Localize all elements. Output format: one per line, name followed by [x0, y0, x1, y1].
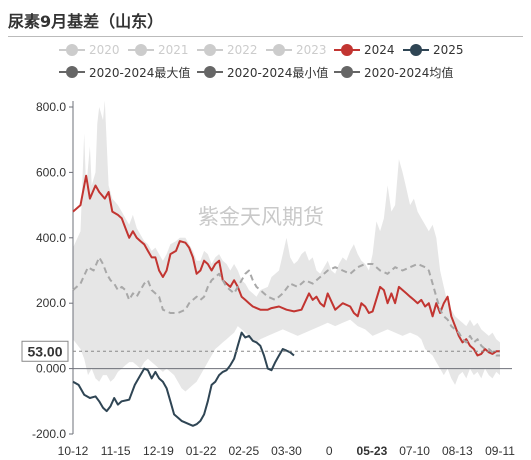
legend-item-2021[interactable]: 2021: [128, 41, 189, 59]
x-tick-label: 01-22: [186, 444, 217, 458]
y-tick-label: 0.000: [36, 362, 66, 376]
x-tick-label: 07-10: [399, 444, 430, 458]
y-tick-label: 600.0: [36, 165, 66, 179]
y-tick-label: -200.0: [32, 427, 66, 441]
legend-marker-icon: [197, 44, 223, 56]
legend-marker-icon: [403, 44, 429, 56]
x-tick-label: 11-15: [101, 444, 131, 458]
legend-marker-icon: [334, 66, 360, 78]
overlay-layer: 53.00: [21, 340, 500, 362]
y-tick-label: 400.0: [36, 231, 66, 245]
x-tick-label: 05-23: [357, 444, 388, 458]
legend-label: 2024: [364, 43, 395, 57]
legend-item-mean[interactable]: 2020-2024均值: [334, 63, 453, 81]
legend-item-2023[interactable]: 2023: [266, 41, 327, 59]
legend-marker-icon: [266, 44, 292, 56]
x-tick-label: 12-19: [143, 444, 174, 458]
x-tick-label: 08-13: [442, 444, 473, 458]
legend-label: 2020: [89, 43, 120, 57]
legend-label: 2025: [433, 43, 464, 57]
legend-item-2024[interactable]: 2024: [334, 41, 395, 59]
series-line-2025[interactable]: [72, 331, 295, 427]
legend-marker-icon: [197, 66, 223, 78]
legend-marker-icon: [128, 44, 154, 56]
x-tick-label: 0: [326, 444, 333, 458]
legend-item-2022[interactable]: 2022: [197, 41, 258, 59]
series-layer: [72, 174, 500, 427]
chart-title: 尿素9月基差（山东）: [8, 12, 164, 31]
legend-label: 2021: [158, 43, 189, 57]
band-layer: [73, 100, 500, 392]
series-line-2020-2024均值[interactable]: [72, 256, 500, 357]
legend-item-min[interactable]: 2020-2024最小值: [197, 63, 328, 81]
legend-marker-icon: [334, 44, 360, 56]
x-tick-label: 03-30: [271, 444, 302, 458]
legend-label: 2020-2024最小值: [227, 65, 329, 80]
max-min-band: [73, 100, 500, 392]
series-line-2024[interactable]: [72, 174, 500, 357]
legend-item-max[interactable]: 2020-2024最大值: [59, 63, 190, 81]
legend-marker-icon: [59, 66, 85, 78]
pointer-label-box: [21, 340, 69, 362]
legend-marker-icon: [59, 44, 85, 56]
legend-item-2020[interactable]: 2020: [59, 41, 120, 59]
watermark: 紫金天风期货: [198, 205, 324, 229]
x-tick-label: 02-25: [228, 444, 259, 458]
title-divider: [8, 36, 523, 37]
legend-item-2025[interactable]: 2025: [403, 41, 464, 59]
legend-label: 2020-2024均值: [364, 65, 454, 80]
x-tick-label: 09-11: [485, 444, 515, 458]
y-tick-label: 800.0: [36, 100, 66, 114]
legend-label: 2020-2024最大值: [89, 65, 191, 80]
legend-label: 2022: [227, 43, 258, 57]
x-tick-label: 10-12: [58, 444, 89, 458]
y-tick-label: 200.0: [36, 296, 66, 310]
legend-label: 2023: [296, 43, 327, 57]
pointer-value-label: 53.00: [27, 343, 62, 359]
